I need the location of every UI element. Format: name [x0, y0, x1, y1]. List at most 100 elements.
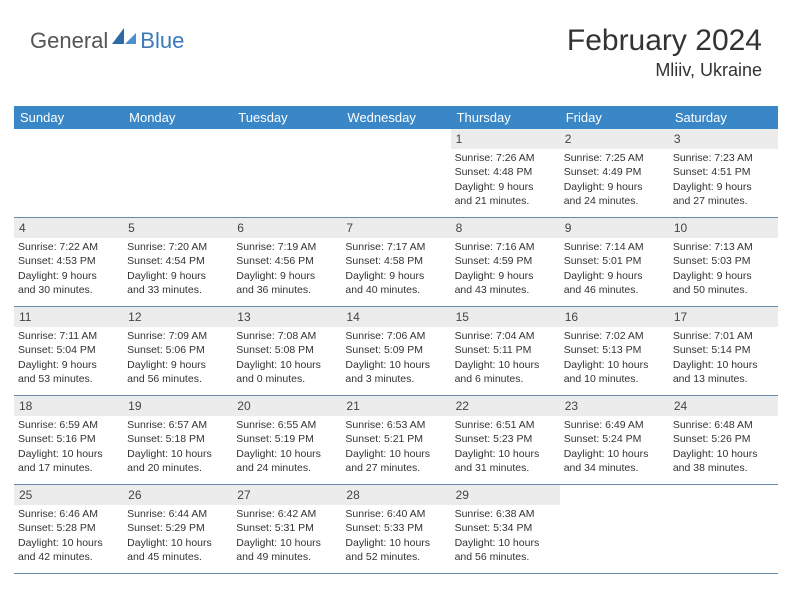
day-sunrise: Sunrise: 7:23 AM: [673, 151, 774, 165]
day-cell: 25Sunrise: 6:46 AMSunset: 5:28 PMDayligh…: [14, 485, 123, 573]
day-sunset: Sunset: 5:33 PM: [345, 521, 446, 535]
day-daylight1: Daylight: 9 hours: [345, 269, 446, 283]
day-cell: 8Sunrise: 7:16 AMSunset: 4:59 PMDaylight…: [451, 218, 560, 306]
day-cell: 22Sunrise: 6:51 AMSunset: 5:23 PMDayligh…: [451, 396, 560, 484]
day-body: Sunrise: 6:49 AMSunset: 5:24 PMDaylight:…: [560, 416, 669, 479]
day-daylight2: and 27 minutes.: [345, 461, 446, 475]
day-sunset: Sunset: 5:03 PM: [673, 254, 774, 268]
calendar: SundayMondayTuesdayWednesdayThursdayFrid…: [14, 106, 778, 574]
day-cell: 11Sunrise: 7:11 AMSunset: 5:04 PMDayligh…: [14, 307, 123, 395]
day-daylight2: and 43 minutes.: [455, 283, 556, 297]
day-sunrise: Sunrise: 7:13 AM: [673, 240, 774, 254]
day-cell: 18Sunrise: 6:59 AMSunset: 5:16 PMDayligh…: [14, 396, 123, 484]
day-body: Sunrise: 7:23 AMSunset: 4:51 PMDaylight:…: [669, 149, 778, 212]
day-sunrise: Sunrise: 6:53 AM: [345, 418, 446, 432]
day-daylight2: and 40 minutes.: [345, 283, 446, 297]
day-daylight2: and 38 minutes.: [673, 461, 774, 475]
day-number: 22: [451, 396, 560, 416]
day-sunrise: Sunrise: 6:59 AM: [18, 418, 119, 432]
day-daylight2: and 3 minutes.: [345, 372, 446, 386]
day-sunset: Sunset: 4:56 PM: [236, 254, 337, 268]
day-daylight2: and 36 minutes.: [236, 283, 337, 297]
day-sunrise: Sunrise: 7:16 AM: [455, 240, 556, 254]
day-daylight1: Daylight: 10 hours: [236, 536, 337, 550]
day-number: 7: [341, 218, 450, 238]
day-number: 3: [669, 129, 778, 149]
day-daylight2: and 49 minutes.: [236, 550, 337, 564]
day-daylight1: Daylight: 9 hours: [455, 269, 556, 283]
day-cell: 23Sunrise: 6:49 AMSunset: 5:24 PMDayligh…: [560, 396, 669, 484]
day-daylight2: and 52 minutes.: [345, 550, 446, 564]
day-number: 5: [123, 218, 232, 238]
day-sunrise: Sunrise: 7:09 AM: [127, 329, 228, 343]
weekday-header-cell: Friday: [560, 106, 669, 129]
day-sunrise: Sunrise: 6:38 AM: [455, 507, 556, 521]
day-daylight2: and 24 minutes.: [564, 194, 665, 208]
day-body: Sunrise: 7:26 AMSunset: 4:48 PMDaylight:…: [451, 149, 560, 212]
logo: General Blue: [30, 28, 184, 54]
logo-sail-icon: [110, 26, 138, 48]
day-body: Sunrise: 6:55 AMSunset: 5:19 PMDaylight:…: [232, 416, 341, 479]
day-number: 8: [451, 218, 560, 238]
day-sunset: Sunset: 5:14 PM: [673, 343, 774, 357]
day-body: Sunrise: 6:57 AMSunset: 5:18 PMDaylight:…: [123, 416, 232, 479]
day-number: 23: [560, 396, 669, 416]
day-daylight1: Daylight: 10 hours: [564, 447, 665, 461]
day-sunrise: Sunrise: 7:11 AM: [18, 329, 119, 343]
day-cell: 13Sunrise: 7:08 AMSunset: 5:08 PMDayligh…: [232, 307, 341, 395]
day-number: 25: [14, 485, 123, 505]
day-body: Sunrise: 7:22 AMSunset: 4:53 PMDaylight:…: [14, 238, 123, 301]
day-sunrise: Sunrise: 6:44 AM: [127, 507, 228, 521]
day-number: 16: [560, 307, 669, 327]
day-number: 9: [560, 218, 669, 238]
day-cell: 7Sunrise: 7:17 AMSunset: 4:58 PMDaylight…: [341, 218, 450, 306]
day-number: 18: [14, 396, 123, 416]
day-sunset: Sunset: 5:34 PM: [455, 521, 556, 535]
day-daylight2: and 53 minutes.: [18, 372, 119, 386]
day-body: Sunrise: 7:08 AMSunset: 5:08 PMDaylight:…: [232, 327, 341, 390]
day-daylight1: Daylight: 10 hours: [236, 358, 337, 372]
day-daylight1: Daylight: 10 hours: [673, 358, 774, 372]
day-sunset: Sunset: 5:24 PM: [564, 432, 665, 446]
day-daylight1: Daylight: 10 hours: [18, 447, 119, 461]
day-sunset: Sunset: 5:01 PM: [564, 254, 665, 268]
day-cell: [341, 129, 450, 217]
day-sunrise: Sunrise: 7:22 AM: [18, 240, 119, 254]
day-sunrise: Sunrise: 6:48 AM: [673, 418, 774, 432]
day-body: Sunrise: 7:17 AMSunset: 4:58 PMDaylight:…: [341, 238, 450, 301]
weekday-header-cell: Saturday: [669, 106, 778, 129]
day-number: 21: [341, 396, 450, 416]
day-body: Sunrise: 7:06 AMSunset: 5:09 PMDaylight:…: [341, 327, 450, 390]
day-sunset: Sunset: 5:08 PM: [236, 343, 337, 357]
day-daylight2: and 30 minutes.: [18, 283, 119, 297]
day-body: Sunrise: 7:16 AMSunset: 4:59 PMDaylight:…: [451, 238, 560, 301]
header-right: February 2024 Mliiv, Ukraine: [567, 24, 762, 81]
day-number: 6: [232, 218, 341, 238]
day-daylight1: Daylight: 9 hours: [564, 180, 665, 194]
weekday-header-cell: Sunday: [14, 106, 123, 129]
day-daylight1: Daylight: 10 hours: [345, 536, 446, 550]
day-daylight1: Daylight: 10 hours: [345, 358, 446, 372]
weekday-header-row: SundayMondayTuesdayWednesdayThursdayFrid…: [14, 106, 778, 129]
day-sunrise: Sunrise: 6:46 AM: [18, 507, 119, 521]
day-daylight2: and 27 minutes.: [673, 194, 774, 208]
day-number: 10: [669, 218, 778, 238]
day-cell: 15Sunrise: 7:04 AMSunset: 5:11 PMDayligh…: [451, 307, 560, 395]
day-sunset: Sunset: 5:19 PM: [236, 432, 337, 446]
day-body: Sunrise: 7:01 AMSunset: 5:14 PMDaylight:…: [669, 327, 778, 390]
day-number: 20: [232, 396, 341, 416]
day-number: 4: [14, 218, 123, 238]
calendar-weeks: 1Sunrise: 7:26 AMSunset: 4:48 PMDaylight…: [14, 129, 778, 574]
day-daylight2: and 24 minutes.: [236, 461, 337, 475]
day-cell: 26Sunrise: 6:44 AMSunset: 5:29 PMDayligh…: [123, 485, 232, 573]
day-sunset: Sunset: 4:59 PM: [455, 254, 556, 268]
day-daylight1: Daylight: 10 hours: [127, 536, 228, 550]
day-daylight2: and 50 minutes.: [673, 283, 774, 297]
day-daylight2: and 33 minutes.: [127, 283, 228, 297]
day-sunrise: Sunrise: 7:25 AM: [564, 151, 665, 165]
day-sunset: Sunset: 5:26 PM: [673, 432, 774, 446]
day-cell: [123, 129, 232, 217]
day-number: 2: [560, 129, 669, 149]
day-daylight2: and 21 minutes.: [455, 194, 556, 208]
day-cell: [560, 485, 669, 573]
